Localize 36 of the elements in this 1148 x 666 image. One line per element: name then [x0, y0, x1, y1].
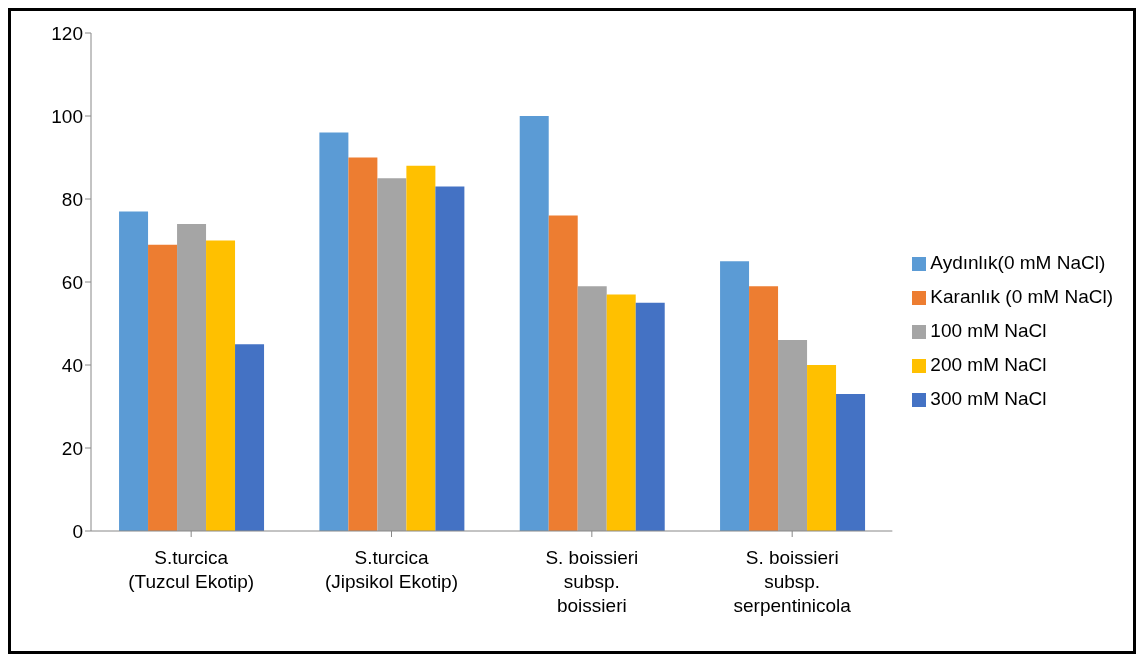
bar: [635, 302, 665, 531]
legend-label: Aydınlık(0 mM NaCl): [930, 252, 1106, 273]
bar: [406, 165, 436, 531]
legend-label: 200 mM NaCl: [930, 354, 1047, 375]
y-tick-label: 0: [72, 520, 83, 542]
legend-label: 100 mM NaCl: [930, 320, 1047, 341]
bar: [319, 132, 349, 531]
x-tick-label: S.turcica (Tuzcul Ekotip): [128, 547, 255, 592]
bar: [606, 294, 636, 531]
y-tick-label: 40: [61, 354, 83, 376]
bar: [148, 244, 178, 531]
bar: [235, 344, 265, 531]
bar: [177, 223, 207, 531]
bar: [377, 178, 407, 531]
bar: [348, 157, 378, 531]
y-tick-label: 80: [61, 188, 83, 210]
x-tick-label: S. boissieri subsp. serpentinicola: [733, 547, 852, 616]
bar: [577, 286, 607, 531]
x-tick-label: S.turcica (Jipsikol Ekotip): [324, 547, 459, 592]
bar: [749, 286, 779, 531]
bar: [519, 116, 549, 531]
y-tick-label: 120: [51, 22, 83, 44]
y-tick-label: 60: [61, 271, 83, 293]
bar: [836, 394, 866, 531]
bar: [807, 365, 837, 531]
bar: [548, 215, 578, 531]
x-tick-label: S. boissieri subsp. boissieri: [545, 547, 639, 616]
bar: [778, 340, 808, 531]
bar: [206, 240, 236, 531]
legend-label: 300 mM NaCl: [930, 388, 1047, 409]
legend-label: Karanlık (0 mM NaCl): [930, 286, 1113, 307]
y-tick-label: 100: [51, 105, 83, 127]
bar: [119, 211, 149, 531]
bar: [435, 186, 465, 531]
bar: [720, 261, 750, 531]
y-tick-label: 20: [61, 437, 83, 459]
